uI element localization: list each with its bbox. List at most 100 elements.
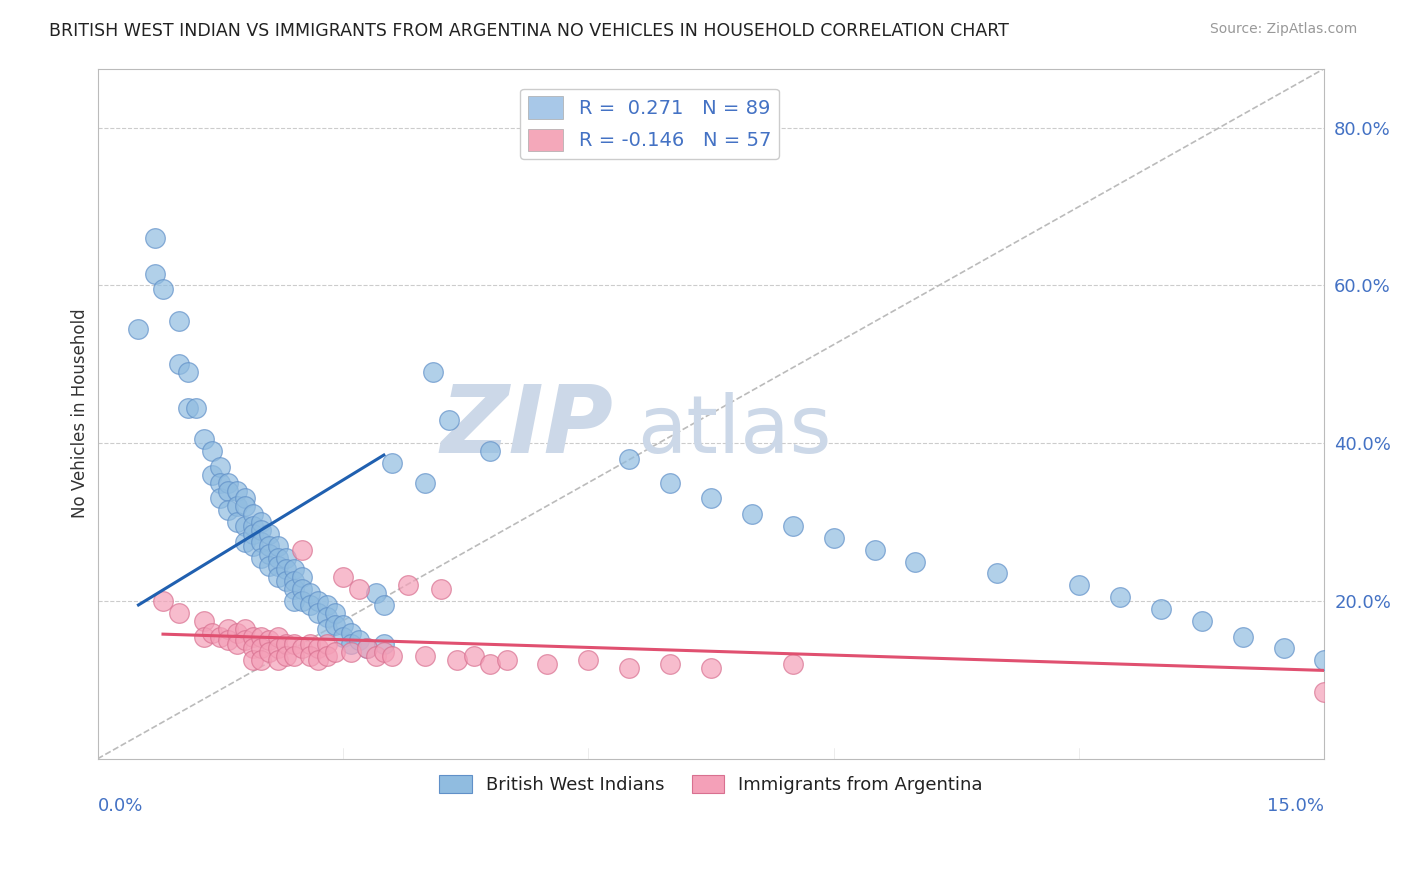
Point <box>307 641 329 656</box>
Text: Source: ZipAtlas.com: Source: ZipAtlas.com <box>1209 22 1357 37</box>
Point <box>274 649 297 664</box>
Point <box>266 558 288 573</box>
Point <box>233 491 256 506</box>
Point <box>315 622 337 636</box>
Point <box>209 459 232 474</box>
Point <box>479 444 502 458</box>
Point <box>209 475 232 490</box>
Point <box>176 365 198 379</box>
Point <box>259 645 281 659</box>
Point <box>323 606 346 620</box>
Point <box>209 491 232 506</box>
Point <box>266 641 288 656</box>
Point <box>373 637 395 651</box>
Point <box>700 491 723 506</box>
Point <box>307 594 329 608</box>
Point <box>340 645 363 659</box>
Point <box>152 282 174 296</box>
Point <box>422 365 444 379</box>
Point <box>1272 641 1295 656</box>
Point <box>323 617 346 632</box>
Point <box>242 539 264 553</box>
Point <box>225 637 247 651</box>
Point <box>364 649 387 664</box>
Point <box>217 633 239 648</box>
Point <box>201 625 224 640</box>
Point <box>782 519 804 533</box>
Point <box>283 637 305 651</box>
Point <box>259 539 281 553</box>
Point <box>233 534 256 549</box>
Point <box>1313 653 1336 667</box>
Point <box>782 657 804 672</box>
Point <box>315 649 337 664</box>
Point <box>143 267 166 281</box>
Point <box>193 614 215 628</box>
Point <box>463 649 485 664</box>
Point <box>299 586 322 600</box>
Point <box>266 570 288 584</box>
Point <box>291 542 314 557</box>
Point <box>291 641 314 656</box>
Point <box>259 527 281 541</box>
Point <box>299 637 322 651</box>
Point <box>349 582 371 597</box>
Point <box>315 637 337 651</box>
Point <box>1150 602 1173 616</box>
Point <box>340 625 363 640</box>
Point <box>242 519 264 533</box>
Point <box>217 622 239 636</box>
Point <box>225 483 247 498</box>
Point <box>863 542 886 557</box>
Point <box>381 456 404 470</box>
Point <box>299 649 322 664</box>
Point <box>904 555 927 569</box>
Point <box>169 606 191 620</box>
Text: ZIP: ZIP <box>440 382 613 474</box>
Point <box>413 649 436 664</box>
Point <box>259 547 281 561</box>
Point <box>307 606 329 620</box>
Point <box>291 570 314 584</box>
Point <box>266 539 288 553</box>
Point <box>356 641 378 656</box>
Point <box>283 594 305 608</box>
Point <box>619 452 641 467</box>
Point <box>193 432 215 446</box>
Point <box>201 444 224 458</box>
Point <box>741 507 763 521</box>
Point <box>250 534 273 549</box>
Point <box>283 562 305 576</box>
Point <box>619 661 641 675</box>
Text: BRITISH WEST INDIAN VS IMMIGRANTS FROM ARGENTINA NO VEHICLES IN HOUSEHOLD CORREL: BRITISH WEST INDIAN VS IMMIGRANTS FROM A… <box>49 22 1010 40</box>
Text: 0.0%: 0.0% <box>97 797 143 814</box>
Point <box>259 633 281 648</box>
Point <box>169 357 191 371</box>
Point <box>266 630 288 644</box>
Point <box>283 574 305 589</box>
Point <box>274 562 297 576</box>
Point <box>1191 614 1213 628</box>
Point <box>1313 684 1336 698</box>
Point <box>332 617 354 632</box>
Point <box>373 598 395 612</box>
Point <box>250 550 273 565</box>
Point <box>250 515 273 529</box>
Point <box>242 641 264 656</box>
Point <box>1109 590 1132 604</box>
Point <box>233 633 256 648</box>
Point <box>479 657 502 672</box>
Point <box>217 475 239 490</box>
Point <box>439 412 461 426</box>
Point <box>700 661 723 675</box>
Point <box>217 503 239 517</box>
Text: atlas: atlas <box>637 392 832 470</box>
Point <box>233 622 256 636</box>
Point <box>233 500 256 514</box>
Point <box>209 630 232 644</box>
Point <box>169 314 191 328</box>
Point <box>152 594 174 608</box>
Point <box>659 475 682 490</box>
Point <box>986 566 1008 581</box>
Point <box>193 630 215 644</box>
